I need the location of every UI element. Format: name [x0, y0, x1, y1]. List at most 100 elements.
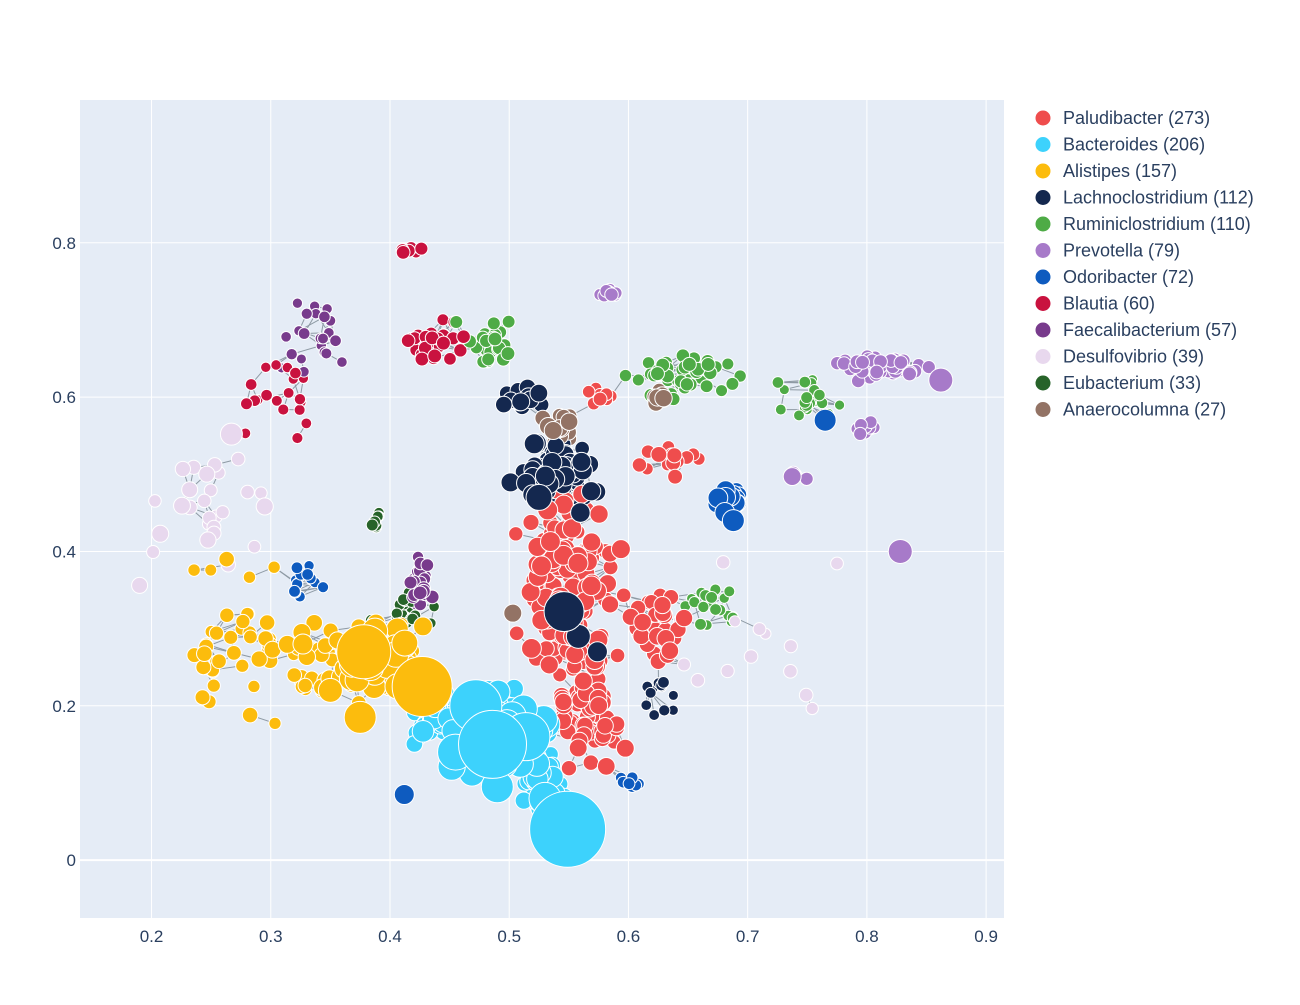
node-point[interactable]: [317, 582, 328, 593]
node-point[interactable]: [799, 688, 813, 702]
node-point[interactable]: [523, 514, 539, 530]
node-point[interactable]: [744, 650, 758, 664]
legend-item[interactable]: Odoribacter (72): [1035, 267, 1194, 287]
node-point[interactable]: [459, 710, 527, 778]
node-point[interactable]: [487, 317, 500, 330]
node-point[interactable]: [394, 785, 414, 805]
node-point[interactable]: [856, 355, 870, 369]
node-point[interactable]: [450, 315, 463, 328]
node-point[interactable]: [302, 569, 314, 581]
node-point[interactable]: [256, 498, 273, 515]
node-point[interactable]: [404, 576, 417, 589]
node-point[interactable]: [524, 434, 544, 454]
node-point[interactable]: [444, 352, 457, 365]
node-point[interactable]: [245, 379, 257, 391]
node-point[interactable]: [301, 418, 312, 429]
node-point[interactable]: [783, 468, 801, 486]
node-point[interactable]: [706, 591, 718, 603]
node-point[interactable]: [540, 656, 558, 674]
legend-item[interactable]: Anaerocolumna (27): [1035, 400, 1226, 420]
node-point[interactable]: [255, 487, 267, 499]
node-point[interactable]: [801, 392, 813, 404]
node-point[interactable]: [268, 561, 280, 573]
node-point[interactable]: [501, 347, 515, 361]
node-point[interactable]: [261, 362, 271, 372]
node-point[interactable]: [784, 640, 797, 653]
node-point[interactable]: [207, 679, 220, 692]
node-point[interactable]: [582, 385, 595, 398]
node-point[interactable]: [668, 469, 683, 484]
node-point[interactable]: [457, 330, 471, 344]
node-point[interactable]: [269, 717, 281, 729]
node-point[interactable]: [436, 336, 450, 350]
node-point[interactable]: [216, 506, 229, 519]
node-point[interactable]: [668, 690, 678, 700]
node-point[interactable]: [415, 242, 428, 255]
node-point[interactable]: [544, 422, 562, 440]
node-point[interactable]: [392, 656, 452, 716]
node-point[interactable]: [175, 461, 190, 476]
node-point[interactable]: [587, 642, 607, 662]
node-point[interactable]: [583, 755, 599, 771]
node-point[interactable]: [241, 398, 253, 410]
node-point[interactable]: [722, 510, 744, 532]
node-point[interactable]: [655, 389, 672, 406]
node-point[interactable]: [226, 645, 241, 660]
node-point[interactable]: [147, 546, 160, 559]
node-point[interactable]: [611, 540, 630, 559]
node-point[interactable]: [504, 604, 522, 622]
node-point[interactable]: [396, 246, 410, 260]
node-point[interactable]: [623, 778, 635, 790]
node-point[interactable]: [271, 360, 282, 371]
node-point[interactable]: [242, 707, 258, 723]
node-point[interactable]: [530, 384, 548, 402]
node-point[interactable]: [428, 349, 442, 363]
node-point[interactable]: [532, 556, 552, 576]
node-point[interactable]: [298, 328, 310, 340]
node-point[interactable]: [667, 448, 682, 463]
node-point[interactable]: [495, 396, 512, 413]
legend-item[interactable]: Faecalibacterium (57): [1035, 320, 1237, 340]
node-point[interactable]: [680, 378, 693, 391]
node-point[interactable]: [541, 532, 561, 552]
node-point[interactable]: [571, 503, 591, 523]
node-point[interactable]: [582, 482, 601, 501]
node-point[interactable]: [710, 604, 722, 616]
legend-item[interactable]: Ruminiclostridium (110): [1035, 214, 1251, 234]
node-point[interactable]: [645, 687, 656, 698]
node-point[interactable]: [220, 423, 242, 445]
node-point[interactable]: [582, 533, 600, 551]
node-point[interactable]: [220, 608, 234, 622]
node-point[interactable]: [283, 387, 294, 398]
node-point[interactable]: [290, 367, 302, 379]
node-point[interactable]: [724, 586, 735, 597]
node-point[interactable]: [753, 623, 766, 636]
node-point[interactable]: [243, 630, 257, 644]
node-point[interactable]: [526, 484, 552, 510]
node-point[interactable]: [695, 618, 707, 630]
node-point[interactable]: [414, 617, 433, 636]
node-point[interactable]: [641, 700, 652, 711]
node-point[interactable]: [281, 331, 292, 342]
node-point[interactable]: [294, 404, 305, 415]
node-point[interactable]: [582, 576, 602, 596]
node-point[interactable]: [794, 410, 805, 421]
node-point[interactable]: [152, 525, 169, 542]
node-point[interactable]: [572, 452, 591, 471]
node-point[interactable]: [243, 571, 255, 583]
node-point[interactable]: [831, 557, 844, 570]
legend-item[interactable]: Paludibacter (273): [1035, 108, 1210, 128]
node-point[interactable]: [298, 678, 312, 692]
node-point[interactable]: [512, 393, 530, 411]
node-point[interactable]: [132, 577, 148, 593]
node-point[interactable]: [547, 437, 564, 454]
node-point[interactable]: [834, 400, 844, 410]
node-point[interactable]: [421, 559, 434, 572]
node-point[interactable]: [292, 432, 303, 443]
node-point[interactable]: [188, 564, 200, 576]
node-point[interactable]: [197, 646, 213, 662]
node-point[interactable]: [337, 625, 391, 679]
node-point[interactable]: [888, 539, 912, 563]
node-point[interactable]: [502, 315, 515, 328]
node-point[interactable]: [209, 626, 223, 640]
